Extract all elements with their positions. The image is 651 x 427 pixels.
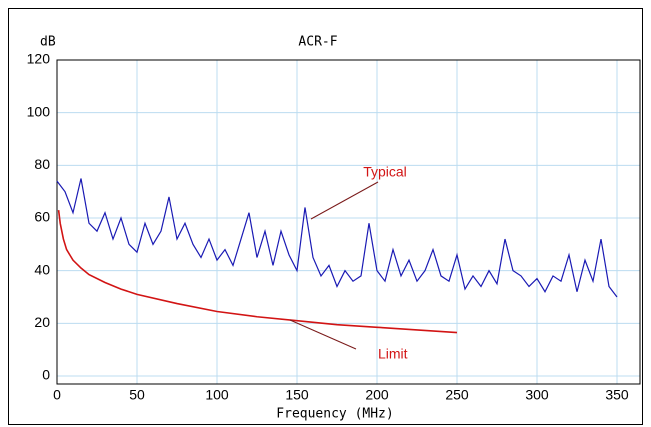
outer-border <box>8 8 643 425</box>
series-line <box>57 210 458 334</box>
y-tick-label: 40 <box>34 261 50 277</box>
annotation-leader <box>289 319 357 350</box>
y-tick-label: 20 <box>34 314 50 330</box>
x-tick-label: 300 <box>525 387 549 403</box>
y-tick-label: 0 <box>42 367 50 383</box>
y-tick-label: 100 <box>27 103 51 119</box>
y-tick-label: 60 <box>34 209 50 225</box>
chart-title: ACR-F <box>298 35 337 50</box>
annotation: Limit <box>378 346 408 362</box>
x-tick-label: 100 <box>205 387 229 403</box>
series-line <box>56 178 618 298</box>
plot-frame <box>56 59 641 385</box>
y-axis-label: dB <box>40 35 56 50</box>
annotation: Typical <box>363 164 407 180</box>
x-tick-label: 250 <box>445 387 469 403</box>
x-axis-label: Frequency (MHz) <box>276 407 393 422</box>
x-tick-label: 0 <box>53 387 61 403</box>
plot-area <box>57 60 640 384</box>
x-tick-label: 200 <box>365 387 389 403</box>
annotation-leader <box>310 181 379 220</box>
y-tick-label: 80 <box>34 156 50 172</box>
x-tick-label: 50 <box>129 387 145 403</box>
x-tick-label: 350 <box>605 387 629 403</box>
y-tick-label: 120 <box>27 51 51 67</box>
x-tick-label: 150 <box>285 387 309 403</box>
